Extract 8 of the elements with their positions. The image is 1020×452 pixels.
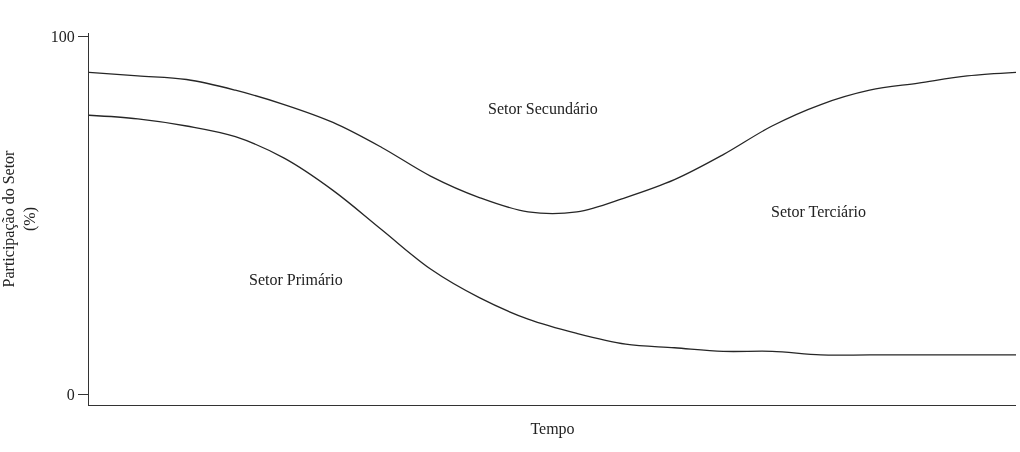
- annotation: Setor Primário: [249, 271, 343, 288]
- line-series: [89, 114, 1016, 356]
- y-axis-title: Participação do Setor (%): [0, 149, 39, 288]
- y-tick-label: 0: [66, 385, 75, 403]
- x-axis-title: Tempo: [530, 420, 575, 439]
- y-tick-label: 100: [50, 28, 75, 46]
- annotation: Setor Secundário: [488, 100, 598, 117]
- annotation: Setor Terciário: [771, 203, 866, 220]
